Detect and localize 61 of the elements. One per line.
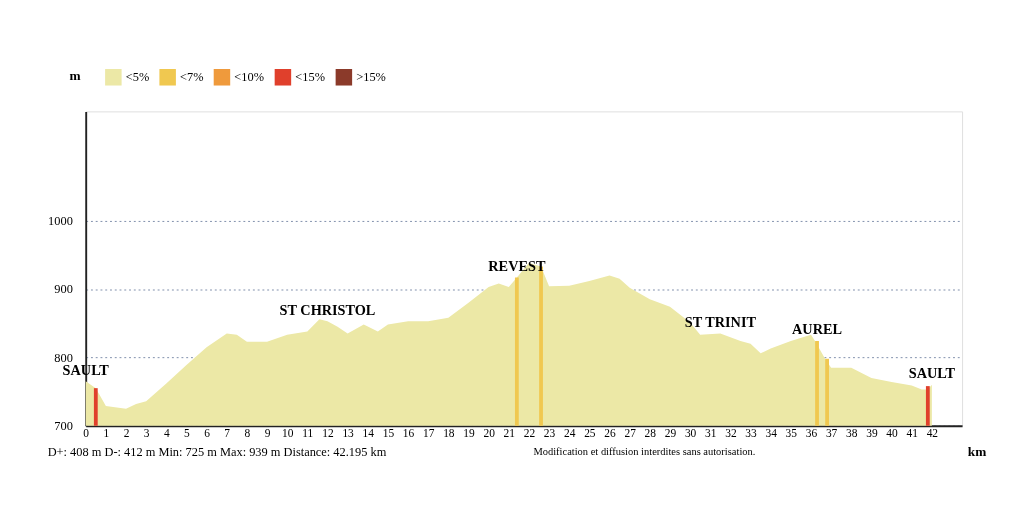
x-tick-label: 39 (866, 426, 878, 439)
x-tick-label: 22 (523, 426, 536, 439)
annotation: ST TRINIT (684, 313, 757, 330)
x-tick-label: 11 (302, 426, 314, 439)
x-tick-label: 31 (705, 426, 717, 439)
x-tick-label: 16 (402, 426, 415, 439)
x-tick-label: 10 (281, 426, 294, 439)
x-tick-label: 21 (503, 426, 516, 439)
x-tick-label: 0 (83, 426, 90, 439)
y-tick-label: 900 (54, 282, 73, 297)
x-tick-label: 40 (886, 426, 899, 439)
x-tick-label: 25 (584, 426, 596, 439)
x-tick-label: 15 (382, 426, 395, 439)
x-tick-label: 42 (926, 426, 939, 439)
annotation: AUREL (792, 321, 842, 338)
y-tick-label: 700 (54, 419, 73, 434)
x-tick-label: 33 (745, 426, 758, 439)
annotation: ST CHRISTOL (279, 301, 376, 318)
x-tick-label: 41 (906, 426, 919, 439)
x-tick-label: 26 (604, 426, 616, 439)
y-tick-label: 800 (54, 350, 73, 365)
annotation: SAULT (908, 365, 956, 382)
x-tick-label: 3 (143, 426, 150, 439)
x-tick-label: 27 (624, 426, 637, 439)
legend-label: <7% (180, 70, 204, 85)
annotation: REVEST (488, 257, 546, 274)
x-tick-label: 6 (204, 426, 211, 439)
x-tick-label: 19 (463, 426, 475, 439)
text: Modification et diffusion interdites sans autorisation. (533, 446, 756, 458)
x-tick-label: 4 (163, 426, 170, 439)
y-tick-label: 1000 (48, 214, 73, 229)
text: D+: 408 m D-: 412 m Min: 725 m Max: 939 m Distance: 42.195 km (47, 445, 387, 460)
x-tick-label: 36 (805, 426, 818, 439)
x-tick-label: 29 (664, 426, 677, 439)
x-tick-label: 9 (264, 426, 271, 439)
y-axis-title: m (69, 68, 81, 84)
x-tick-label: 13 (342, 426, 355, 439)
x-tick-label: 23 (543, 426, 556, 439)
x-tick-label: 20 (483, 426, 496, 439)
x-tick-label: 30 (684, 426, 697, 439)
legend-label: >15% (356, 70, 386, 85)
legend-label: <10% (234, 70, 264, 85)
x-tick-label: 14 (362, 426, 375, 439)
legend-label: <5% (125, 70, 150, 85)
x-tick-label: 5 (184, 426, 191, 439)
x-tick-label: 37 (825, 426, 838, 439)
x-tick-label: 32 (725, 426, 737, 439)
x-tick-label: 34 (765, 426, 778, 439)
x-tick-label: 8 (244, 426, 251, 439)
x-tick-label: 28 (644, 426, 657, 439)
x-tick-label: 18 (443, 426, 455, 439)
legend-label: <15% (295, 70, 325, 85)
x-tick-label: 38 (846, 426, 858, 439)
x-tick-label: 24 (564, 426, 576, 439)
x-tick-label: 2 (123, 426, 130, 439)
x-axis-title: km (967, 443, 987, 459)
x-tick-label: 7 (224, 426, 231, 439)
x-tick-label: 1 (103, 426, 110, 439)
x-tick-label: 12 (322, 426, 334, 439)
x-tick-label: 35 (785, 426, 798, 439)
x-tick-label: 17 (422, 426, 435, 439)
